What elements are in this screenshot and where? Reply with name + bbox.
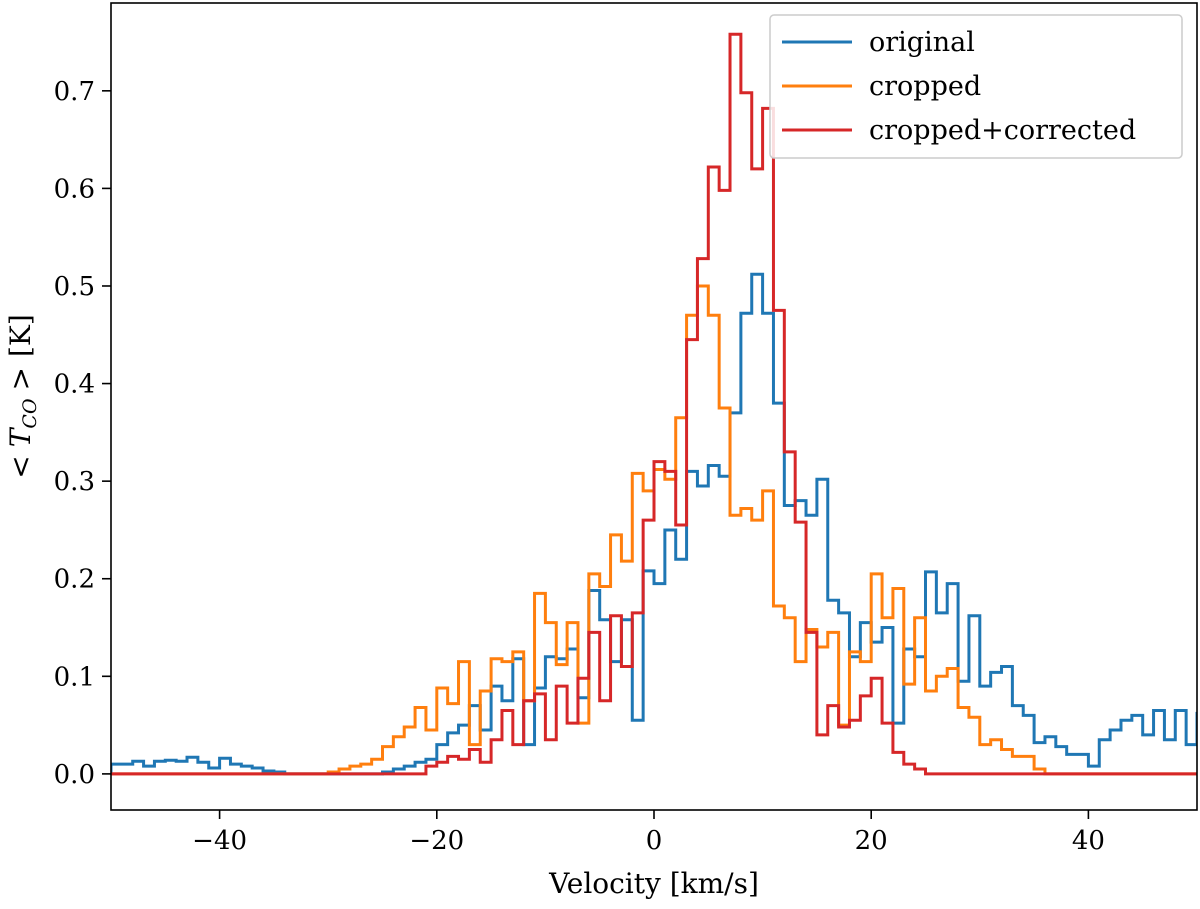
y-axis-label-symbol: T — [4, 426, 37, 447]
legend-box — [769, 14, 1183, 159]
legend-label: original — [869, 27, 975, 58]
y-axis-label-unit: [K] — [4, 314, 37, 357]
series-layer — [111, 32, 1197, 776]
x-tick-label: 20 — [855, 826, 888, 856]
series-line-original — [111, 272, 1197, 776]
y-axis-label-close: > — [4, 367, 37, 390]
x-tick-label: 40 — [1072, 826, 1105, 856]
y-tick-label: 0.1 — [54, 662, 95, 692]
legend: original cropped cropped+corrected — [769, 14, 1183, 159]
y-axis-label: < TCO > [K] — [4, 314, 41, 479]
x-tick-label: −20 — [409, 826, 464, 856]
ticks-layer: −40 −20 0 20 40 0.0 0.1 0.2 0.3 0.4 0.5 0.6 0.7 — [54, 77, 1105, 856]
y-tick-label: 0.4 — [54, 370, 95, 400]
y-tick-label: 0.0 — [54, 760, 95, 790]
x-tick-label: 0 — [646, 826, 663, 856]
series-line-cropped — [111, 284, 1197, 776]
y-tick-label: 0.6 — [54, 174, 95, 204]
y-tick-label: 0.5 — [54, 272, 95, 302]
x-tick-label: −40 — [192, 826, 247, 856]
x-axis-label: Velocity [km/s] — [548, 867, 759, 900]
y-tick-label: 0.3 — [54, 467, 95, 497]
legend-label: cropped+corrected — [869, 115, 1136, 146]
y-tick-label: 0.2 — [54, 565, 95, 595]
y-axis-label-subscript: CO — [19, 398, 41, 429]
legend-label: cropped — [869, 71, 981, 102]
y-axis-label-open: < — [4, 455, 37, 478]
series-line-cropped-corrected — [111, 32, 1197, 776]
y-tick-label: 0.7 — [54, 77, 95, 107]
